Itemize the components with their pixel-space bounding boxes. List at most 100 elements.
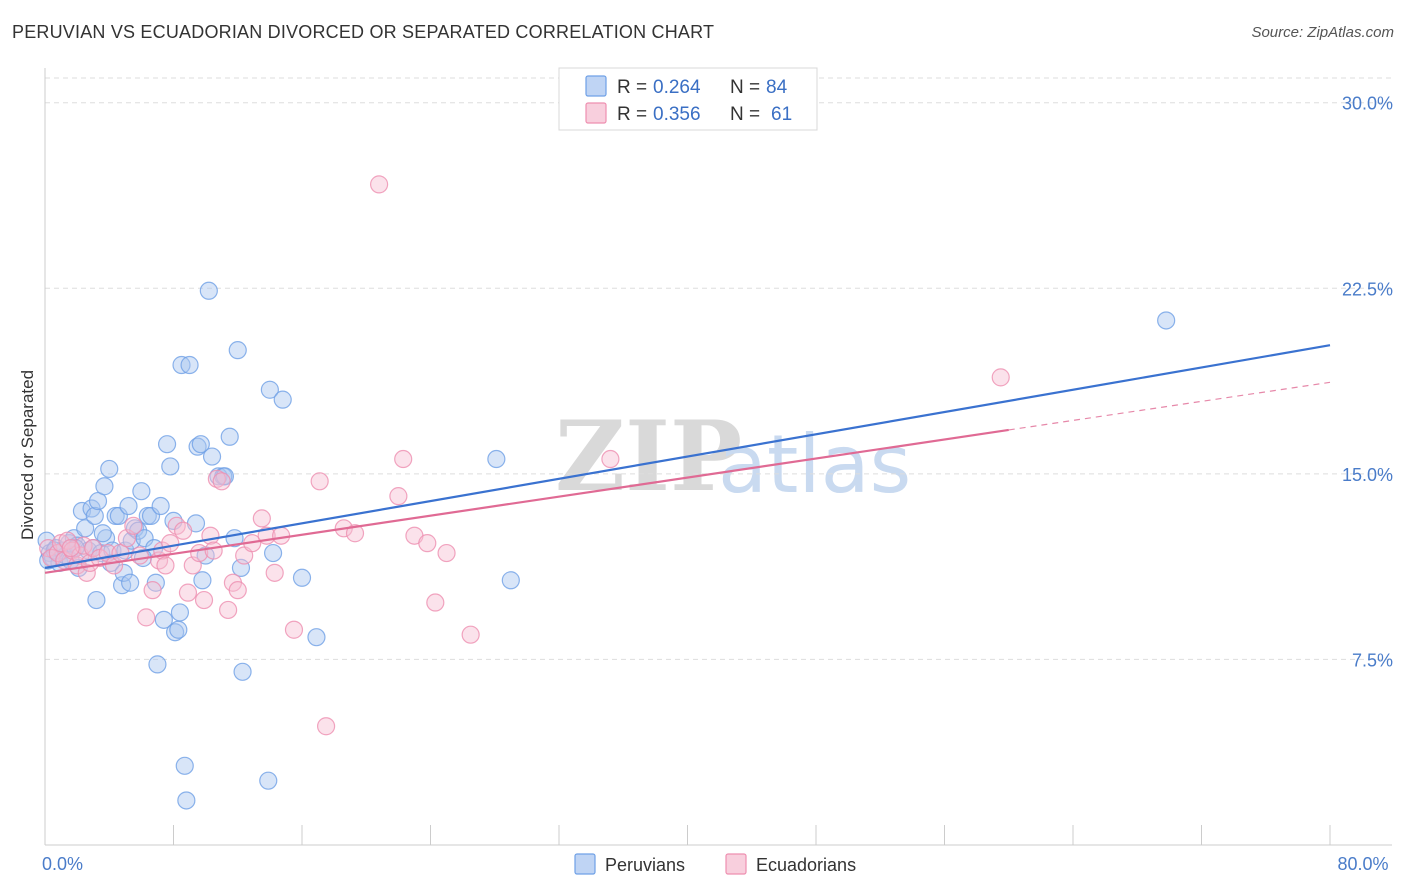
point-peruvians bbox=[175, 756, 194, 775]
point-peruvians bbox=[487, 449, 506, 469]
legend-n-label-peruvians: N = bbox=[730, 77, 760, 98]
y-tick-labels: 7.5% 15.0% 22.5% 30.0% bbox=[1342, 94, 1393, 671]
bottom-legend: Peruvians Ecuadorians bbox=[574, 853, 856, 875]
bottom-legend-swatch-peruvians bbox=[574, 853, 596, 875]
legend-swatch-peruvians bbox=[585, 75, 607, 97]
bottom-legend-swatch-ecuadorians bbox=[725, 853, 747, 875]
point-ecuadorians bbox=[212, 472, 231, 491]
point-ecuadorians bbox=[84, 538, 103, 558]
point-peruvians bbox=[95, 477, 114, 496]
legend-r-label-peruvians: R = bbox=[617, 77, 647, 98]
watermark-atlas-text: atlas bbox=[718, 418, 911, 511]
point-ecuadorians bbox=[284, 620, 304, 639]
point-peruvians bbox=[1157, 311, 1176, 330]
point-peruvians bbox=[87, 590, 106, 610]
point-peruvians bbox=[39, 551, 58, 570]
bottom-legend-label-ecuadorians: Ecuadorians bbox=[756, 855, 856, 875]
y-axis-title: Divorced or Separated bbox=[18, 370, 37, 540]
point-ecuadorians bbox=[143, 581, 162, 600]
legend-n-label-ecuadorians: N = bbox=[730, 104, 760, 125]
point-ecuadorians bbox=[156, 556, 175, 575]
point-ecuadorians bbox=[201, 526, 220, 545]
y-tick-label: 22.5% bbox=[1342, 279, 1393, 299]
point-peruvians bbox=[114, 563, 133, 582]
point-ecuadorians bbox=[265, 563, 284, 582]
point-ecuadorians bbox=[61, 538, 80, 558]
legend-n-value-ecuadorians: 61 bbox=[771, 104, 792, 125]
point-peruvians bbox=[260, 380, 279, 399]
points-layer bbox=[37, 175, 1176, 810]
bottom-legend-label-peruvians: Peruvians bbox=[605, 855, 685, 875]
point-ecuadorians bbox=[137, 608, 156, 627]
point-peruvians bbox=[233, 662, 252, 681]
point-ecuadorians bbox=[77, 563, 96, 582]
x-tick-labels: 0.0% 80.0% bbox=[42, 854, 1389, 874]
point-ecuadorians bbox=[461, 625, 480, 644]
point-peruvians bbox=[228, 341, 247, 360]
point-peruvians bbox=[85, 506, 104, 526]
top-legend: R = 0.264 N = 84 R = 0.356 N = 61 bbox=[558, 67, 818, 131]
point-ecuadorians bbox=[272, 526, 291, 545]
point-ecuadorians bbox=[219, 600, 238, 620]
point-ecuadorians bbox=[394, 449, 413, 469]
point-ecuadorians bbox=[252, 509, 271, 528]
legend-n-value-peruvians: 84 bbox=[766, 77, 788, 98]
point-peruvians bbox=[193, 571, 212, 590]
chart-title: PERUVIAN VS ECUADORIAN DIVORCED OR SEPAR… bbox=[12, 22, 715, 42]
point-peruvians bbox=[121, 573, 140, 592]
point-ecuadorians bbox=[345, 524, 365, 543]
point-peruvians bbox=[273, 390, 292, 409]
point-peruvians bbox=[100, 459, 119, 479]
point-peruvians bbox=[93, 524, 112, 543]
point-ecuadorians bbox=[178, 583, 198, 602]
point-peruvians bbox=[166, 623, 185, 642]
trend-line-ecuadorians bbox=[44, 428, 1009, 574]
point-peruvians bbox=[161, 457, 180, 476]
point-ecuadorians bbox=[310, 472, 329, 491]
x-tick-label: 80.0% bbox=[1337, 854, 1388, 874]
point-peruvians bbox=[148, 655, 167, 674]
point-peruvians bbox=[169, 620, 188, 639]
point-ecuadorians bbox=[370, 175, 389, 194]
y-tick-label: 7.5% bbox=[1352, 650, 1393, 670]
point-peruvians bbox=[154, 610, 173, 629]
point-peruvians bbox=[501, 571, 520, 590]
point-peruvians bbox=[180, 355, 199, 375]
point-ecuadorians bbox=[601, 449, 620, 469]
trend-line-peruvians bbox=[44, 344, 1331, 569]
point-ecuadorians bbox=[389, 487, 408, 506]
point-ecuadorians bbox=[204, 541, 223, 560]
point-ecuadorians bbox=[161, 534, 180, 553]
point-peruvians bbox=[220, 427, 239, 446]
legend-r-value-peruvians: 0.264 bbox=[653, 77, 701, 98]
point-peruvians bbox=[292, 568, 312, 587]
chart-source: Source: ZipAtlas.com bbox=[1251, 24, 1394, 41]
point-ecuadorians bbox=[124, 516, 143, 535]
y-tick-label: 15.0% bbox=[1342, 465, 1393, 485]
point-peruvians bbox=[132, 482, 151, 501]
trend-layer bbox=[44, 344, 1331, 574]
point-peruvians bbox=[135, 529, 154, 548]
point-peruvians bbox=[141, 506, 161, 526]
point-peruvians bbox=[307, 628, 326, 647]
point-ecuadorians bbox=[228, 581, 247, 600]
point-peruvians bbox=[119, 496, 138, 516]
point-ecuadorians bbox=[194, 590, 214, 610]
legend-r-label-ecuadorians: R = bbox=[617, 104, 647, 125]
watermark-zip-text: ZIP bbox=[555, 400, 742, 513]
point-peruvians bbox=[177, 791, 196, 810]
axes-layer bbox=[44, 68, 1392, 846]
point-ecuadorians bbox=[437, 543, 456, 563]
point-peruvians bbox=[202, 447, 222, 466]
point-peruvians bbox=[259, 771, 278, 790]
point-ecuadorians bbox=[991, 368, 1010, 387]
trend-line-extension-ecuadorians bbox=[1008, 381, 1331, 431]
point-peruvians bbox=[263, 543, 283, 563]
point-peruvians bbox=[164, 511, 183, 530]
point-peruvians bbox=[151, 496, 170, 516]
watermark: ZIP atlas bbox=[555, 400, 911, 513]
legend-r-value-ecuadorians: 0.356 bbox=[653, 104, 701, 125]
legend-swatch-ecuadorians bbox=[585, 102, 607, 124]
point-ecuadorians bbox=[418, 534, 437, 553]
